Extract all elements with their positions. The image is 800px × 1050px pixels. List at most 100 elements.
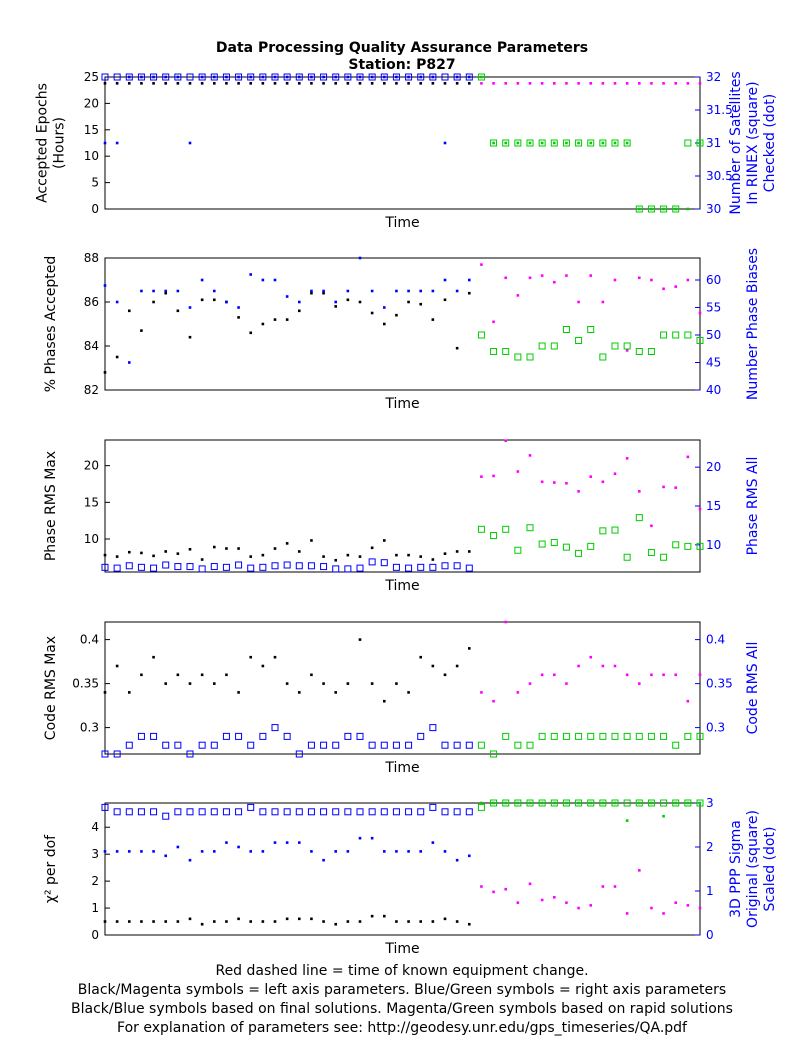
data-point-right-final-square xyxy=(295,808,303,816)
right-tick-label: 50 xyxy=(706,328,721,342)
data-point-right-final-square xyxy=(101,563,109,571)
right-tick-label: 40 xyxy=(706,383,721,397)
data-point-left-final-dot xyxy=(395,920,398,923)
data-point-left-rapid-dot xyxy=(637,82,641,85)
data-point-right-final-dot xyxy=(127,75,131,79)
data-point-right-rapid-square xyxy=(550,732,558,740)
data-point-right-final-square xyxy=(405,741,413,749)
right-tick-label: 0.35 xyxy=(706,677,733,691)
data-point-right-final-square xyxy=(465,564,473,572)
data-point-right-rapid-square xyxy=(660,799,668,807)
data-point-right-rapid-dot xyxy=(565,801,568,805)
data-point-left-final-dot xyxy=(237,316,240,319)
data-point-right-rapid-square xyxy=(672,799,680,807)
data-point-left-final-dot xyxy=(467,82,471,85)
data-point-right-final-square xyxy=(332,808,340,816)
right-tick-label: 55 xyxy=(706,301,721,315)
data-point-right-final-dot xyxy=(115,141,119,145)
data-point-right-final-dot xyxy=(103,284,107,287)
left-tick-label: 0.3 xyxy=(80,721,99,735)
right-axis-label: In RINEX (square) xyxy=(745,81,761,204)
data-point-right-final-dot xyxy=(334,300,338,304)
data-point-left-rapid-dot xyxy=(552,280,556,284)
left-tick-label: 86 xyxy=(84,295,99,309)
data-point-right-rapid-square xyxy=(623,139,631,147)
data-point-left-rapid-dot xyxy=(650,673,653,677)
data-point-left-rapid-dot xyxy=(516,901,520,904)
data-point-right-final-square xyxy=(259,73,267,81)
data-point-left-final-dot xyxy=(152,655,155,659)
data-point-left-rapid-dot xyxy=(686,904,690,907)
data-point-left-final-dot xyxy=(261,82,265,85)
data-point-left-final-dot xyxy=(140,920,143,923)
x-axis-label: Time xyxy=(384,760,419,776)
data-point-right-final-square xyxy=(392,741,400,749)
data-point-right-final-dot xyxy=(152,289,155,293)
data-point-left-final-dot xyxy=(200,298,204,302)
data-point-left-final-dot xyxy=(370,914,374,918)
data-point-right-final-square xyxy=(453,562,461,570)
right-tick-label: 0.4 xyxy=(706,633,725,647)
data-point-right-final-dot xyxy=(127,361,131,364)
data-point-right-rapid-dot xyxy=(528,141,532,145)
data-point-left-final-dot xyxy=(346,82,350,85)
data-point-right-rapid-square xyxy=(623,342,631,350)
data-point-right-rapid-square xyxy=(526,799,534,807)
data-point-left-final-dot xyxy=(152,920,155,923)
data-point-right-final-dot xyxy=(443,141,447,145)
data-point-left-rapid-dot xyxy=(674,285,678,288)
data-point-right-rapid-dot xyxy=(637,801,641,805)
data-point-left-final-dot xyxy=(237,691,240,694)
data-point-left-final-dot xyxy=(261,553,265,557)
data-point-right-rapid-dot xyxy=(686,801,690,805)
data-point-right-final-square xyxy=(162,561,170,569)
data-point-right-final-dot xyxy=(127,850,131,853)
data-point-left-final-dot xyxy=(431,558,435,561)
data-point-left-rapid-dot xyxy=(601,480,605,484)
data-point-left-final-dot xyxy=(467,922,471,926)
data-point-right-final-square xyxy=(222,732,230,740)
data-point-right-final-square xyxy=(235,808,243,816)
data-point-left-rapid-dot xyxy=(650,278,653,282)
data-point-right-final-square xyxy=(186,73,194,81)
data-point-left-final-dot xyxy=(164,682,168,685)
data-point-left-final-dot xyxy=(431,82,435,85)
data-point-right-final-square xyxy=(344,732,352,740)
data-point-right-final-square xyxy=(368,741,376,749)
data-point-right-final-square xyxy=(235,561,243,569)
data-point-right-final-dot xyxy=(346,289,350,293)
data-point-left-final-dot xyxy=(249,331,253,335)
data-point-left-rapid-dot xyxy=(625,673,629,677)
data-point-right-rapid-dot xyxy=(589,801,593,805)
data-point-left-final-dot xyxy=(225,673,228,677)
right-axis-label: Phase RMS All xyxy=(745,457,761,556)
data-point-left-rapid-dot xyxy=(650,906,653,910)
data-point-left-rapid-dot xyxy=(528,882,532,886)
data-point-left-rapid-dot xyxy=(516,82,520,85)
data-point-left-final-dot xyxy=(285,542,289,545)
data-point-left-final-dot xyxy=(285,917,289,921)
data-point-left-final-dot xyxy=(140,673,143,677)
footer-line-2: Black/Magenta symbols = left axis parame… xyxy=(78,982,726,998)
data-point-left-rapid-dot xyxy=(504,887,508,891)
data-point-left-rapid-dot xyxy=(698,82,702,85)
data-point-left-final-dot xyxy=(467,550,471,553)
data-point-right-final-square xyxy=(356,564,364,572)
data-point-right-rapid-square xyxy=(647,549,655,557)
data-point-left-final-dot xyxy=(188,917,192,921)
data-point-left-final-dot xyxy=(407,691,410,694)
left-tick-label: 0 xyxy=(91,202,99,216)
data-point-right-rapid-dot xyxy=(686,207,690,211)
data-point-right-rapid-square xyxy=(562,543,570,551)
data-point-right-rapid-square xyxy=(514,741,522,749)
data-point-left-final-dot xyxy=(382,699,386,703)
data-point-left-rapid-dot xyxy=(589,655,593,659)
data-point-right-final-dot xyxy=(370,75,374,79)
left-tick-label: 82 xyxy=(84,383,99,397)
left-tick-label: 88 xyxy=(84,251,99,265)
data-point-left-final-dot xyxy=(310,82,313,85)
data-point-right-final-dot xyxy=(200,278,204,282)
data-point-left-rapid-dot xyxy=(625,457,629,460)
data-point-left-final-dot xyxy=(103,691,107,694)
data-point-right-final-square xyxy=(392,73,400,81)
